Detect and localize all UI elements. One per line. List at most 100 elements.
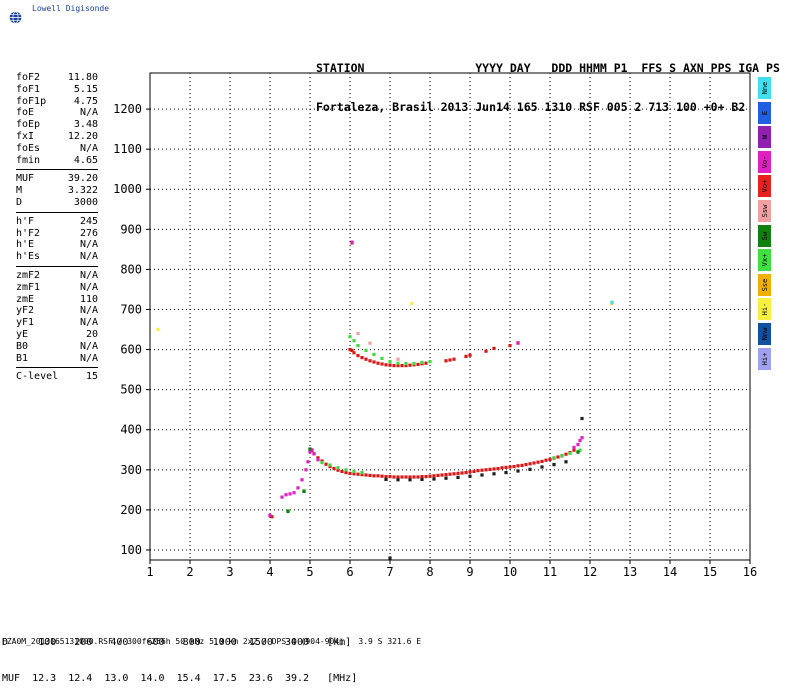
muf-distance-row: D 100 200 400 600 800 1000 1500 3000 [km… [2,637,352,648]
param-name: zmF2 [16,269,41,281]
grid [150,73,750,560]
data-point [372,474,376,478]
data-point [560,453,564,457]
data-point [540,465,544,469]
data-point [576,450,580,454]
data-point [388,363,392,367]
data-point [270,515,274,519]
data-point [516,341,520,345]
plot-frame [149,72,751,561]
data-point [380,474,384,478]
series-vo- [268,241,576,519]
data-point [356,344,360,348]
data-point [380,362,384,366]
param-name: foF1p [16,95,47,107]
series-sw [286,447,580,514]
data-point [410,301,414,306]
data-point [452,357,456,361]
data-point [360,356,364,360]
param-name: h'Es [16,251,41,263]
data-point [300,478,304,482]
param-row: M 3.322 [16,185,98,197]
y-tick-label: 500 [120,383,142,397]
legend-label: Nnw [760,327,769,341]
data-point [432,474,436,478]
data-point [444,473,448,477]
data-point [528,462,532,466]
param-divider [16,367,98,369]
x-tick-label: 15 [703,565,717,579]
station-header: STATION YYYY DAY DDD HHMM P1 FFS S AXN P… [316,36,780,127]
data-point [452,472,456,476]
logo-text: Lowell Digisonde [32,4,110,13]
legend-label: Vo- [760,155,769,169]
data-point [492,472,496,476]
param-value: 3.48 [73,119,98,131]
series-echo [384,416,584,560]
param-row: foEp 3.48 [16,119,98,131]
data-point [396,361,400,365]
param-name: foF2 [16,72,41,83]
data-point [468,474,472,478]
data-point [284,493,288,497]
param-value: N/A [79,340,98,352]
data-point [364,473,368,477]
param-name: h'E [16,239,35,251]
data-point [508,465,512,469]
legend-item: Hi+ [758,347,771,370]
data-point [404,362,408,366]
param-group-5: C-level 15 [16,371,98,383]
data-point [350,240,354,244]
param-group-2: MUF 39.20 M 3.322 D 3000 [16,173,98,208]
data-point [508,344,512,348]
data-point [320,461,324,465]
data-point [540,459,544,463]
data-point [420,475,424,479]
data-point [388,475,392,479]
data-point [500,466,504,470]
data-point [384,363,388,367]
y-tick-label: 1200 [113,102,142,116]
param-value: 3000 [73,196,98,208]
data-point [400,364,404,368]
data-point [156,327,160,332]
data-point [310,448,314,452]
series-ssw [356,331,400,361]
series-nne [610,300,614,304]
param-value: 39.20 [67,173,98,185]
data-point [448,472,452,476]
data-point [348,348,352,352]
param-group-3: h'F 245 h'F2 276 h'E N/A h'Es N/A [16,216,98,263]
data-point [532,461,536,465]
x-tick-label: 4 [266,565,273,579]
param-value: N/A [79,142,98,154]
echo-points [156,240,614,560]
series-hi- [156,301,414,332]
legend-label: E [760,110,769,115]
data-point [352,339,356,343]
x-tick-label: 3 [226,565,233,579]
data-point [468,470,472,474]
x-tick-label: 13 [623,565,637,579]
data-point [456,475,460,479]
data-point [352,469,356,473]
x-tick-label: 14 [663,565,677,579]
data-point [496,467,500,471]
legend-label: Vo+ [760,180,769,193]
lowell-digisonde-logo: Lowell Digisonde [8,2,148,26]
data-point [504,471,508,475]
data-point [528,467,532,471]
data-point [384,477,388,481]
data-point [380,356,384,360]
param-row: C-level 15 [16,371,98,383]
param-value: 15 [85,371,98,383]
data-point [472,469,476,473]
data-point [480,468,484,472]
param-name: foF1 [16,83,41,95]
param-name: h'F [16,215,35,227]
data-point [404,364,408,368]
param-value: N/A [79,305,98,317]
data-point [360,473,364,477]
data-point [316,458,320,462]
param-name: MUF [16,173,35,185]
